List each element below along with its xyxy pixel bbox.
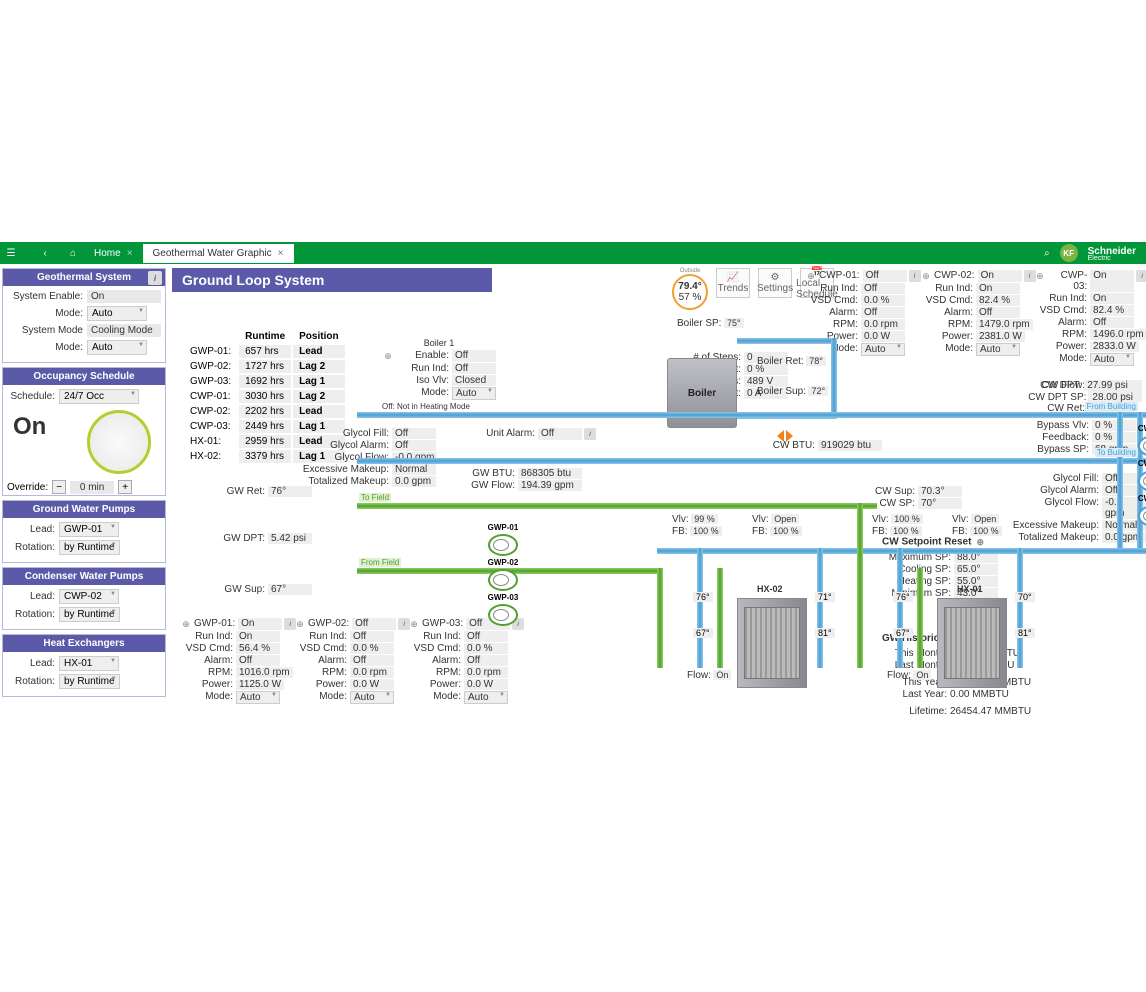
runtime-name: CWP-02: xyxy=(184,405,237,418)
zoom-icon[interactable]: ⊕ xyxy=(805,270,817,282)
hx-02-equipment[interactable] xyxy=(737,598,807,688)
vfd-gwp01: ⊕GWP-01:Oni Run Ind:On VSD Cmd:56.4 % Al… xyxy=(180,618,296,705)
zoom-icon[interactable]: ⊕ xyxy=(1034,270,1046,282)
runtime-position: Lead xyxy=(293,405,344,418)
runtime-hours: 2959 hrs xyxy=(239,435,291,448)
clock-icon xyxy=(87,410,151,474)
schedule-dropdown[interactable]: 24/7 Occ xyxy=(59,389,139,404)
runtime-position: Lag 1 xyxy=(293,375,344,388)
tab-home[interactable]: Home× xyxy=(84,244,143,263)
gwp-lead-dropdown[interactable]: GWP-01 xyxy=(59,522,119,537)
page-title: Ground Loop System xyxy=(172,268,492,292)
runtime-name: CWP-01: xyxy=(184,390,237,403)
pump-gwp01[interactable] xyxy=(488,534,518,556)
zoom-icon[interactable]: ⊕ xyxy=(180,618,192,630)
runtime-hours: 2202 hrs xyxy=(239,405,291,418)
gwp-pump-group: GWP-01 GWP-02 GWP-03 xyxy=(472,523,534,626)
cwp-pump-group: CWP-01 CWP-02 CWP-03 xyxy=(1122,424,1146,527)
panel-gwp: Ground Water Pumps Lead:GWP-01 Rotation:… xyxy=(2,500,166,563)
cwp-lead-dropdown[interactable]: CWP-02 xyxy=(59,589,119,604)
brand-logo: SchneiderElectric xyxy=(1088,245,1136,262)
pump-cwp02[interactable] xyxy=(1138,470,1146,492)
gw-sup: GW Sup:67° xyxy=(212,584,312,596)
occupancy-status: On xyxy=(13,413,46,441)
override-minus[interactable]: − xyxy=(52,480,66,494)
hx-01-equipment[interactable] xyxy=(937,598,1007,688)
panel-geothermal-system: Geothermal Systemi System Enable:On Mode… xyxy=(2,268,166,363)
info-icon[interactable]: i xyxy=(1136,270,1146,282)
close-icon[interactable]: × xyxy=(278,248,284,259)
runtime-hours: 2449 hrs xyxy=(239,420,291,433)
mode-dropdown[interactable]: Auto xyxy=(87,306,147,321)
panel-occupancy: Occupancy Schedule Schedule:24/7 Occ On … xyxy=(2,367,166,496)
system-enable-value: On xyxy=(87,290,161,303)
hx-lead-dropdown[interactable]: HX-01 xyxy=(59,656,119,671)
runtime-position: Lead xyxy=(293,345,344,358)
settings-icon[interactable]: ⚙Settings xyxy=(758,268,792,298)
runtime-name: GWP-02: xyxy=(184,360,237,373)
home-icon[interactable]: ⌂ xyxy=(62,248,84,259)
trends-icon[interactable]: 📈Trends xyxy=(716,268,750,298)
pump-gwp03[interactable] xyxy=(488,604,518,626)
runtime-hours: 657 hrs xyxy=(239,345,291,358)
runtime-position: Lag 2 xyxy=(293,360,344,373)
pump-cwp03[interactable] xyxy=(1138,505,1146,527)
runtime-name: GWP-01: xyxy=(184,345,237,358)
close-icon[interactable]: × xyxy=(127,248,133,259)
mode-dropdown-2[interactable]: Auto xyxy=(87,340,147,355)
valve-icon[interactable] xyxy=(777,428,793,444)
user-avatar[interactable]: KF xyxy=(1060,244,1078,262)
outside-gauge[interactable]: 79.4°57 % xyxy=(672,274,708,310)
pump-gwp02[interactable] xyxy=(488,569,518,591)
info-icon[interactable]: i xyxy=(148,271,162,285)
zoom-icon[interactable]: ⊕ xyxy=(920,270,932,282)
runtime-hours: 3379 hrs xyxy=(239,450,291,463)
topbar: ☰ ‹ ⌂ Home× Geothermal Water Graphic× ⌕ … xyxy=(0,242,1146,264)
to-field-label: To Field xyxy=(359,493,391,502)
hx-rotation-dropdown[interactable]: by Runtime xyxy=(59,674,120,689)
pump-cwp01[interactable] xyxy=(1138,435,1146,457)
gw-ret: GW Ret:76° xyxy=(212,486,312,498)
search-icon[interactable]: ⌕ xyxy=(1044,248,1050,259)
tab-geothermal[interactable]: Geothermal Water Graphic× xyxy=(143,244,294,263)
system-mode-value: Cooling Mode xyxy=(87,324,161,337)
vfd-mode-dropdown[interactable]: Auto xyxy=(236,691,280,704)
runtime-position: Lag 2 xyxy=(293,390,344,403)
runtime-hours: 1692 hrs xyxy=(239,375,291,388)
menu-icon[interactable]: ☰ xyxy=(0,242,22,264)
runtime-name: HX-02: xyxy=(184,450,237,463)
from-field-label: From Field xyxy=(359,558,401,567)
runtime-name: HX-01: xyxy=(184,435,237,448)
panel-hx: Heat Exchangers Lead:HX-01 Rotation:by R… xyxy=(2,634,166,697)
override-plus[interactable]: + xyxy=(118,480,132,494)
runtime-name: GWP-03: xyxy=(184,375,237,388)
runtime-hours: 3030 hrs xyxy=(239,390,291,403)
gwp-rotation-dropdown[interactable]: by Runtime xyxy=(59,540,120,555)
runtime-name: CWP-03: xyxy=(184,420,237,433)
zoom-icon[interactable]: ⊕ xyxy=(294,618,306,630)
panel-cwp: Condenser Water Pumps Lead:CWP-02 Rotati… xyxy=(2,567,166,630)
runtime-hours: 1727 hrs xyxy=(239,360,291,373)
info-icon[interactable]: i xyxy=(909,270,921,282)
cwp-rotation-dropdown[interactable]: by Runtime xyxy=(59,607,120,622)
from-building-label: From Building xyxy=(1085,402,1138,411)
system-diagram: Boiler To Field From Field From Building… xyxy=(357,328,1142,768)
gw-dpt: GW DPT:5.42 psi xyxy=(212,533,312,545)
back-icon[interactable]: ‹ xyxy=(34,248,56,259)
